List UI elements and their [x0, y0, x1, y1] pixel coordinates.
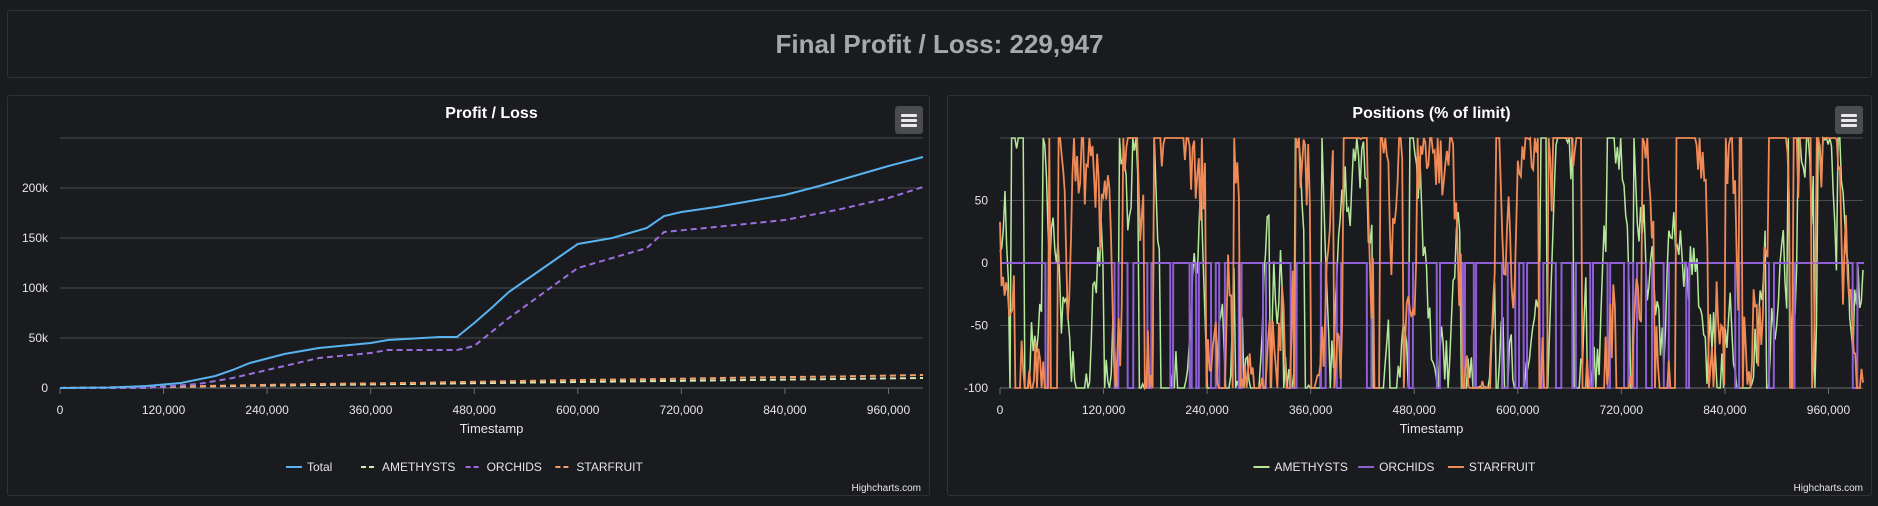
- x-tick-label: 960,000: [867, 403, 911, 417]
- x-axis-title: Timestamp: [1400, 421, 1464, 436]
- y-tick-label: 0: [981, 256, 988, 270]
- final-pnl-header: Final Profit / Loss: 229,947: [7, 10, 1872, 78]
- chart-title: Positions (% of limit): [1352, 105, 1510, 122]
- x-tick-label: 240,000: [245, 403, 289, 417]
- pnl-chart-card: Profit / Loss 0 50k 100k 150k 200k 0 120,000 240…: [7, 95, 930, 496]
- series-line-starfruit: [999, 136, 1864, 390]
- highcharts-credit: Highcharts.com: [1794, 483, 1863, 494]
- legend-item-orchids: ORCHIDS: [487, 460, 542, 474]
- x-tick-label: 480,000: [453, 403, 497, 417]
- y-tick-label: 100k: [22, 281, 49, 295]
- x-tick-label: 360,000: [349, 403, 393, 417]
- y-tick-label: 50k: [29, 331, 49, 345]
- positions-chart: Positions (% of limit) -100 -50 0 50 0 120,000…: [964, 105, 1865, 494]
- y-tick-label: 50: [975, 194, 989, 208]
- legend-item-amethysts: AMETHYSTS: [1275, 460, 1348, 474]
- x-tick-label: 0: [997, 403, 1004, 417]
- series-line-starfruit: [59, 374, 924, 389]
- y-tick-label: -50: [971, 319, 989, 333]
- legend-item-total: Total: [307, 460, 332, 474]
- legend-item-amethysts: AMETHYSTS: [382, 460, 455, 474]
- series-line-amethysts: [999, 136, 1864, 391]
- legend-item-orchids: ORCHIDS: [1379, 460, 1434, 474]
- x-tick-label: 120,000: [142, 403, 186, 417]
- x-tick-label: 840,000: [763, 403, 807, 417]
- x-tick-label: 600,000: [1496, 403, 1540, 417]
- final-pnl-title: Final Profit / Loss: 229,947: [775, 29, 1104, 59]
- pnl-chart-menu-button[interactable]: [895, 106, 923, 134]
- y-tick-label: -100: [964, 381, 988, 395]
- positions-chart-menu-button[interactable]: [1835, 106, 1863, 134]
- x-tick-label: 720,000: [660, 403, 704, 417]
- series-line-total: [59, 156, 924, 389]
- y-tick-label: 0: [41, 381, 48, 395]
- series-line-orchids: [60, 186, 924, 389]
- x-tick-label: 360,000: [1289, 403, 1333, 417]
- x-tick-label: 0: [57, 403, 64, 417]
- legend-item-starfruit: STARFRUIT: [576, 460, 643, 474]
- x-tick-label: 480,000: [1393, 403, 1437, 417]
- x-tick-label: 600,000: [556, 403, 600, 417]
- pnl-chart: Profit / Loss 0 50k 100k 150k 200k 0 120,000 240…: [22, 105, 924, 494]
- positions-chart-card: Positions (% of limit) -100 -50 0 50 0 120,000…: [947, 95, 1872, 496]
- legend-item-starfruit: STARFRUIT: [1469, 460, 1536, 474]
- y-tick-label: 200k: [22, 181, 49, 195]
- x-tick-label: 720,000: [1600, 403, 1644, 417]
- x-tick-label: 960,000: [1807, 403, 1851, 417]
- y-tick-label: 150k: [22, 231, 49, 245]
- highcharts-credit: Highcharts.com: [852, 483, 921, 494]
- x-tick-label: 240,000: [1185, 403, 1229, 417]
- series-line-amethysts: [59, 377, 924, 389]
- x-tick-label: 840,000: [1703, 403, 1747, 417]
- x-axis-title: Timestamp: [460, 421, 524, 436]
- x-tick-label: 120,000: [1082, 403, 1126, 417]
- chart-title: Profit / Loss: [445, 105, 538, 122]
